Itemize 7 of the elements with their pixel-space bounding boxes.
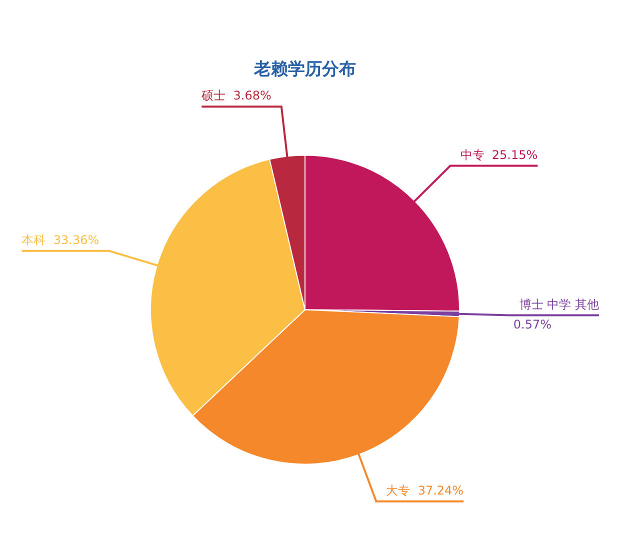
slice-label: 硕士 3.68% <box>200 88 272 103</box>
slice-label: 本科 33.36% <box>22 233 100 248</box>
slice-label: 中专 25.15% <box>460 148 538 162</box>
data-label: 0.57% <box>513 317 552 332</box>
slice-label: 大专 37.24% <box>386 484 464 498</box>
slice-label: 博士 中学 其他 <box>519 297 600 312</box>
chart-title: 老赖学历分布 <box>253 60 356 80</box>
